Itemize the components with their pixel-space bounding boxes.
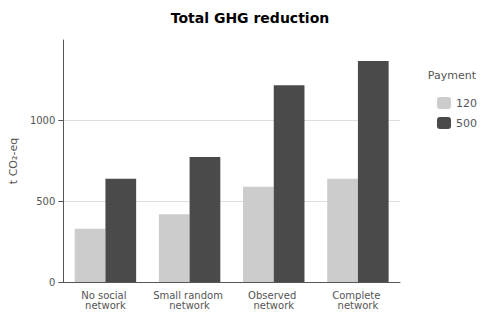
svg-text:Observed: Observed xyxy=(248,289,300,301)
svg-text:1000: 1000 xyxy=(30,115,55,126)
svg-text:Small random: Small random xyxy=(153,289,227,301)
svg-text:Payment: Payment xyxy=(428,69,477,82)
svg-text:Total GHG reduction: Total GHG reduction xyxy=(171,10,329,26)
svg-text:network: network xyxy=(338,300,379,311)
svg-text:0: 0 xyxy=(49,277,55,288)
svg-text:network: network xyxy=(85,300,126,311)
svg-text:500: 500 xyxy=(456,117,477,130)
svg-text:120: 120 xyxy=(456,97,477,110)
svg-text:network: network xyxy=(253,300,294,311)
svg-text:t CO₂-eq: t CO₂-eq xyxy=(7,138,20,184)
svg-text:network: network xyxy=(169,300,210,311)
svg-text:500: 500 xyxy=(36,196,55,207)
svg-text:No social: No social xyxy=(81,289,130,301)
svg-text:Complete: Complete xyxy=(332,289,384,301)
